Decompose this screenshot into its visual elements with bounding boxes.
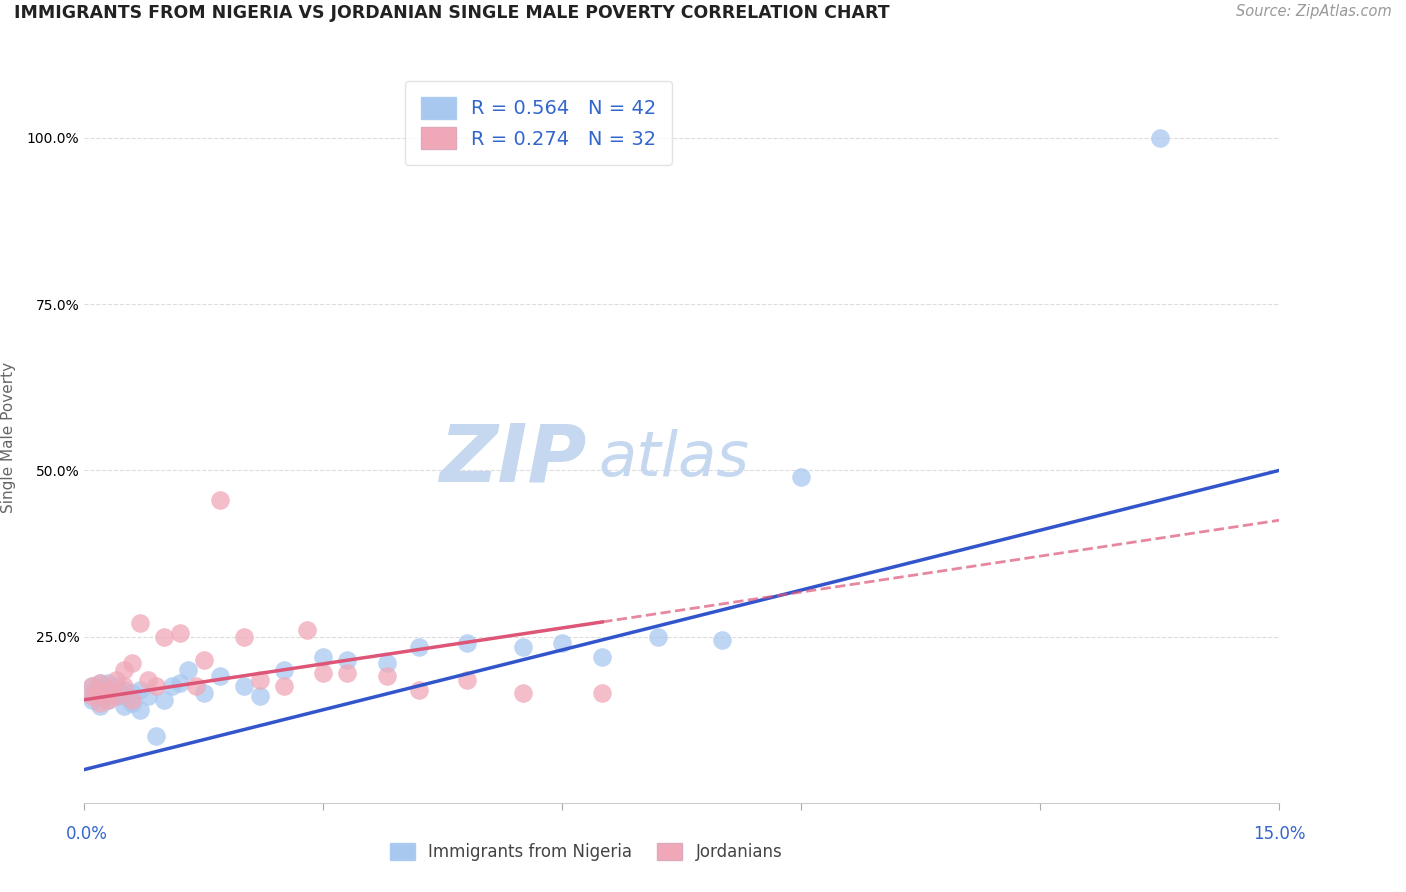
Point bbox=[97, 686, 120, 700]
Point bbox=[112, 663, 135, 677]
Point bbox=[169, 676, 191, 690]
Point bbox=[184, 680, 207, 694]
Point bbox=[89, 690, 111, 704]
Point bbox=[336, 653, 359, 667]
Point bbox=[408, 682, 430, 697]
Point bbox=[97, 676, 120, 690]
Point bbox=[456, 636, 478, 650]
Point bbox=[112, 682, 135, 697]
Point bbox=[336, 666, 359, 681]
Text: 15.0%: 15.0% bbox=[1253, 825, 1306, 843]
Text: IMMIGRANTS FROM NIGERIA VS JORDANIAN SINGLE MALE POVERTY CORRELATION CHART: IMMIGRANTS FROM NIGERIA VS JORDANIAN SIN… bbox=[14, 4, 890, 22]
Point bbox=[129, 703, 152, 717]
Point bbox=[136, 690, 159, 704]
Point bbox=[512, 686, 534, 700]
Point bbox=[232, 680, 254, 694]
Point bbox=[105, 690, 128, 704]
Point bbox=[249, 690, 271, 704]
Point bbox=[89, 696, 111, 710]
Point bbox=[551, 636, 574, 650]
Point bbox=[193, 653, 215, 667]
Text: Source: ZipAtlas.com: Source: ZipAtlas.com bbox=[1236, 4, 1392, 20]
Legend: Immigrants from Nigeria, Jordanians: Immigrants from Nigeria, Jordanians bbox=[384, 836, 789, 868]
Point bbox=[160, 680, 183, 694]
Text: atlas: atlas bbox=[599, 429, 749, 489]
Point bbox=[136, 673, 159, 687]
Point bbox=[121, 656, 143, 670]
Text: 0.0%: 0.0% bbox=[66, 825, 108, 843]
Point bbox=[145, 729, 167, 743]
Point bbox=[591, 686, 613, 700]
Y-axis label: Single Male Poverty: Single Male Poverty bbox=[1, 361, 15, 513]
Point bbox=[89, 699, 111, 714]
Point bbox=[112, 690, 135, 704]
Point bbox=[105, 680, 128, 694]
Point bbox=[129, 682, 152, 697]
Point bbox=[312, 649, 335, 664]
Point bbox=[208, 669, 231, 683]
Point bbox=[82, 686, 104, 700]
Point bbox=[273, 663, 295, 677]
Point bbox=[97, 682, 120, 697]
Point bbox=[312, 666, 335, 681]
Point bbox=[375, 669, 398, 683]
Point bbox=[193, 686, 215, 700]
Point bbox=[208, 493, 231, 508]
Point bbox=[82, 692, 104, 706]
Point bbox=[153, 630, 176, 644]
Point bbox=[273, 680, 295, 694]
Point bbox=[169, 626, 191, 640]
Point bbox=[105, 673, 128, 687]
Point bbox=[121, 692, 143, 706]
Point bbox=[82, 680, 104, 694]
Point bbox=[89, 682, 111, 697]
Point bbox=[153, 692, 176, 706]
Point bbox=[89, 676, 111, 690]
Point bbox=[456, 673, 478, 687]
Point bbox=[512, 640, 534, 654]
Point bbox=[121, 696, 143, 710]
Point bbox=[145, 680, 167, 694]
Point bbox=[129, 616, 152, 631]
Point bbox=[408, 640, 430, 654]
Point bbox=[89, 676, 111, 690]
Point bbox=[82, 680, 104, 694]
Point bbox=[105, 690, 128, 704]
Point bbox=[121, 686, 143, 700]
Point bbox=[112, 680, 135, 694]
Text: ZIP: ZIP bbox=[439, 420, 586, 498]
Point bbox=[232, 630, 254, 644]
Point bbox=[1149, 131, 1171, 145]
Point bbox=[89, 686, 111, 700]
Point bbox=[647, 630, 669, 644]
Point bbox=[177, 663, 200, 677]
Point bbox=[710, 632, 733, 647]
Point bbox=[112, 699, 135, 714]
Point bbox=[97, 692, 120, 706]
Point bbox=[97, 692, 120, 706]
Point bbox=[375, 656, 398, 670]
Point bbox=[297, 623, 319, 637]
Point bbox=[249, 673, 271, 687]
Point bbox=[591, 649, 613, 664]
Point bbox=[82, 690, 104, 704]
Point bbox=[790, 470, 813, 484]
